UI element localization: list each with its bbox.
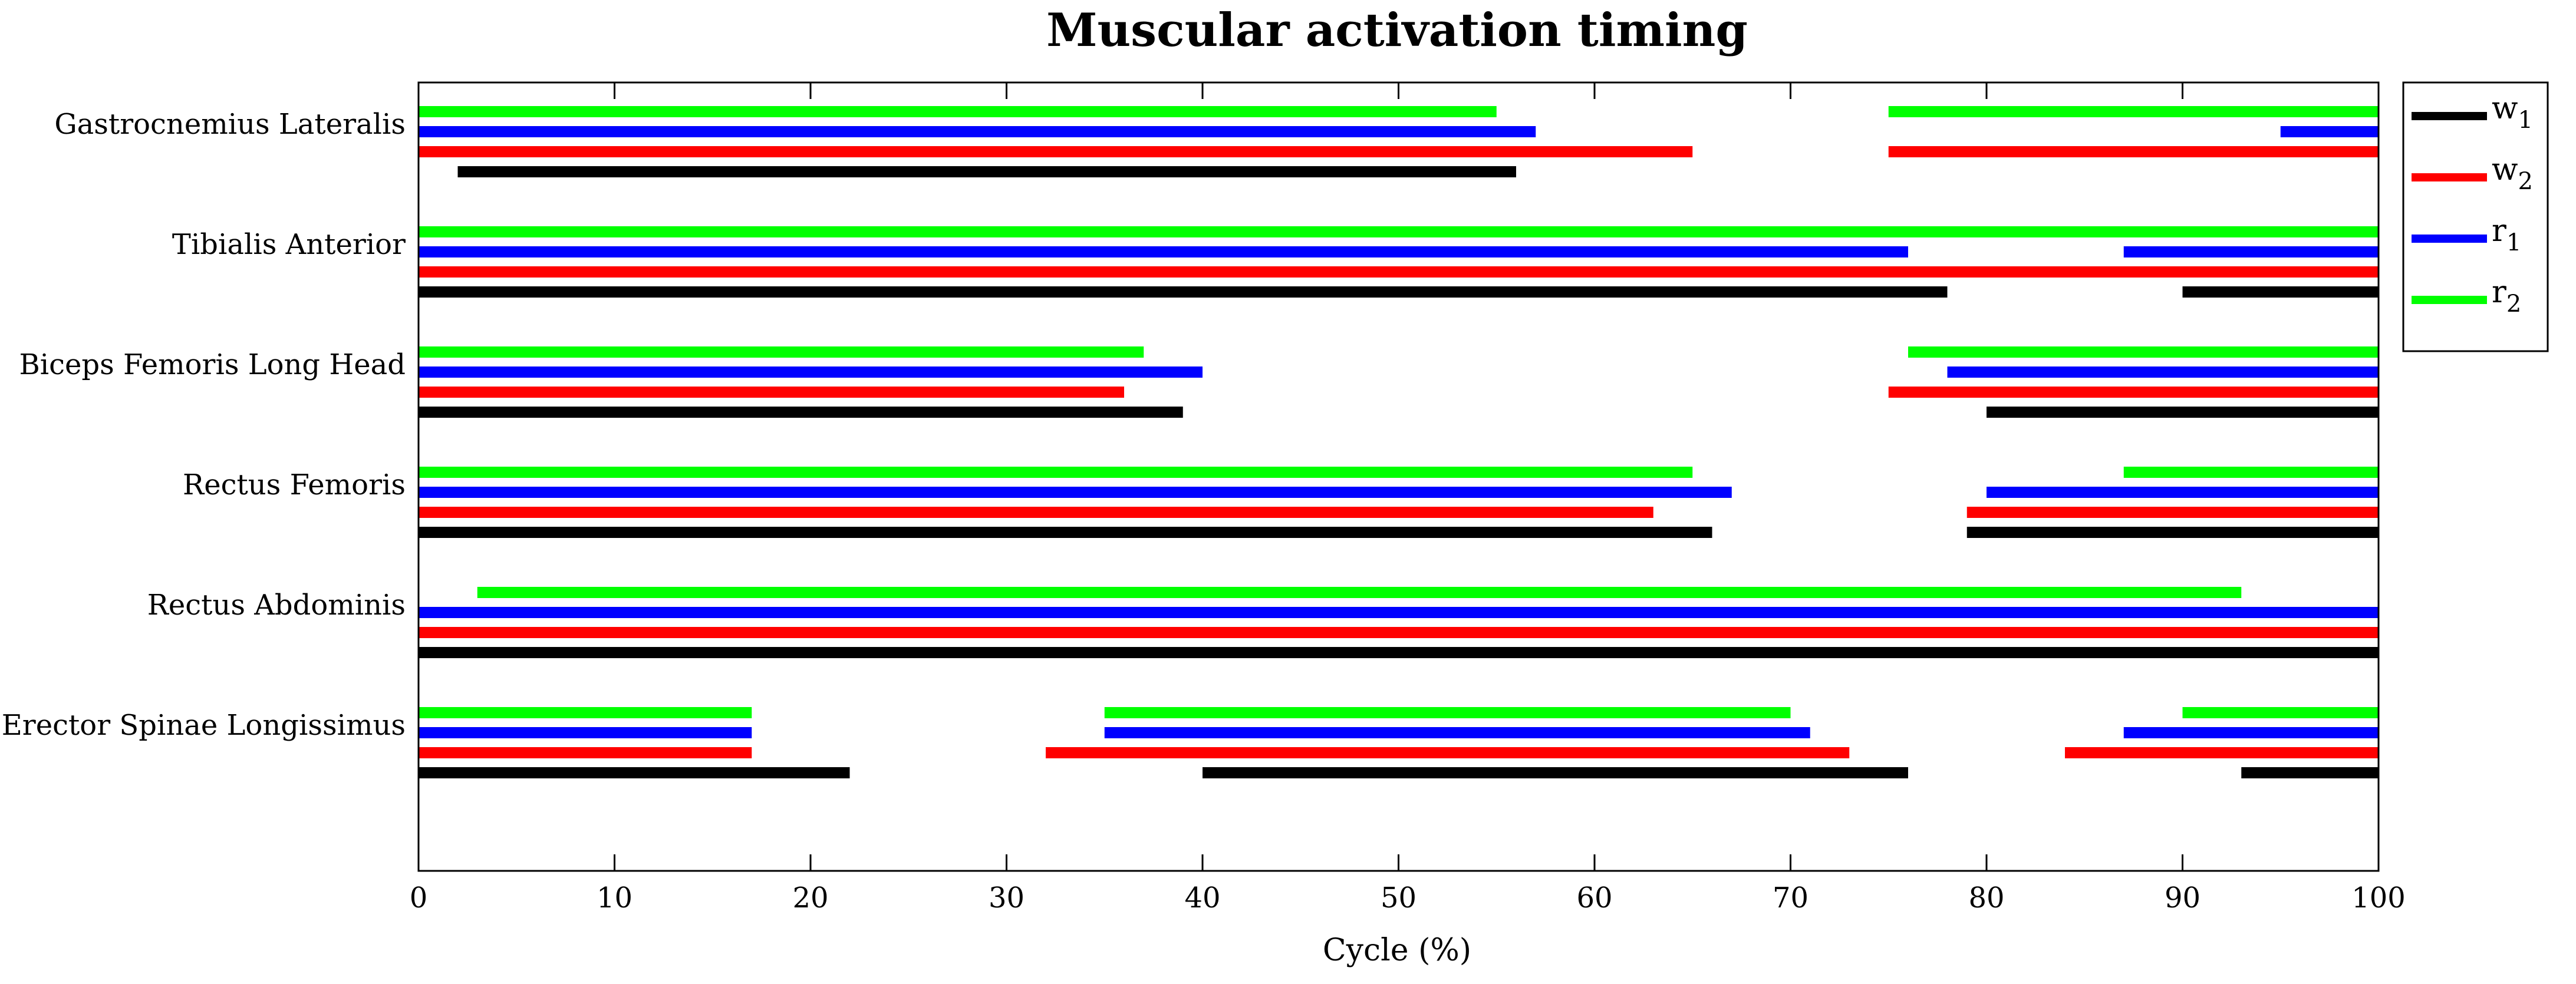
activation-bar-r2 <box>2123 467 2379 478</box>
activation-bar-w1 <box>419 407 1183 418</box>
activation-bar-w2 <box>1888 146 2379 157</box>
activation-bar-r1 <box>419 607 2379 618</box>
row-labels: Gastrocnemius Lateralis Tibialis Anterior… <box>2 108 406 742</box>
activation-bar-r1 <box>2123 727 2379 738</box>
activation-bar-r2 <box>419 707 752 718</box>
activation-bar-w2 <box>419 266 2379 278</box>
x-tick-label: 80 <box>1968 881 2004 914</box>
activation-bar-w2 <box>1966 507 2379 518</box>
activation-bar-w2 <box>419 507 1653 518</box>
row-label: Rectus Femoris <box>183 468 406 501</box>
activation-bar-r1 <box>419 126 1536 137</box>
bars-layer <box>419 106 2379 778</box>
activation-bar-w1 <box>419 647 2379 658</box>
activation-bar-r2 <box>2182 707 2379 718</box>
x-tick-label: 100 <box>2351 881 2406 914</box>
row-label: Tibialis Anterior <box>172 228 406 261</box>
row-label: Biceps Femoris Long Head <box>19 348 406 381</box>
activation-bar-w1 <box>2182 286 2379 298</box>
activation-bar-r1 <box>1987 487 2379 498</box>
activation-bar-w1 <box>419 527 1712 538</box>
x-tick-label: 50 <box>1381 881 1417 914</box>
activation-bar-r2 <box>1908 346 2379 358</box>
x-tick-label: 20 <box>792 881 828 914</box>
activation-bar-r1 <box>419 487 1732 498</box>
activation-bar-w1 <box>1987 407 2379 418</box>
row-label: Erector Spinae Longissimus <box>2 709 406 742</box>
activation-bar-r1 <box>419 246 1908 257</box>
legend-label-w2: w2 <box>2492 152 2533 195</box>
row-label: Rectus Abdominis <box>147 589 406 622</box>
activation-bar-r2 <box>1888 106 2379 117</box>
legend-label-r2: r2 <box>2492 275 2521 318</box>
legend-swatch-r2 <box>2412 296 2487 304</box>
activation-bar-w2 <box>419 627 2379 638</box>
activation-bar-r1 <box>419 727 752 738</box>
x-tick-label: 0 <box>410 881 428 914</box>
activation-bar-r2 <box>419 106 1497 117</box>
x-tick-label: 90 <box>2165 881 2201 914</box>
activation-bar-w1 <box>419 767 850 778</box>
row-label: Gastrocnemius Lateralis <box>54 108 406 141</box>
activation-bar-r1 <box>1947 366 2379 378</box>
legend-box <box>2402 81 2549 352</box>
activation-bar-w1 <box>457 166 1516 177</box>
activation-bar-r2 <box>1104 707 1791 718</box>
activation-bar-w1 <box>419 286 1948 298</box>
x-tick-label: 30 <box>989 881 1025 914</box>
activation-bar-r1 <box>2123 246 2379 257</box>
x-tick-label: 70 <box>1773 881 1809 914</box>
chart-title: Muscular activation timing <box>1046 4 1748 57</box>
activation-bar-r2 <box>477 587 2242 598</box>
activation-bar-r1 <box>2280 126 2379 137</box>
activation-bar-r1 <box>1104 727 1810 738</box>
legend-label-w1: w1 <box>2492 91 2533 134</box>
activation-bar-w2 <box>419 146 1693 157</box>
x-tick-label: 60 <box>1576 881 1612 914</box>
legend-swatch-w2 <box>2412 173 2487 181</box>
legend-label-r1: r1 <box>2492 213 2521 256</box>
activation-bar-r1 <box>419 366 1203 378</box>
activation-bar-r2 <box>419 467 1693 478</box>
x-axis-label: Cycle (%) <box>1323 933 1471 968</box>
activation-bar-w2 <box>419 387 1124 398</box>
activation-bar-r2 <box>419 226 2379 237</box>
activation-bar-w2 <box>1888 387 2379 398</box>
activation-bar-r2 <box>419 346 1144 358</box>
activation-bar-w2 <box>419 747 752 758</box>
activation-bar-w2 <box>2065 747 2379 758</box>
activation-bar-w1 <box>1966 527 2379 538</box>
legend-swatch-w1 <box>2412 112 2487 120</box>
activation-bar-w1 <box>2241 767 2379 778</box>
legend-swatch-r1 <box>2412 235 2487 243</box>
activation-bar-w1 <box>1203 767 1908 778</box>
x-tick-label: 10 <box>597 881 633 914</box>
activation-bar-w2 <box>1046 747 1850 758</box>
legend: w1 w2 r1 r2 <box>2402 81 2549 352</box>
axes-layer: 0 10 20 30 40 50 60 70 80 90 100 <box>410 81 2406 914</box>
x-tick-label: 40 <box>1184 881 1220 914</box>
